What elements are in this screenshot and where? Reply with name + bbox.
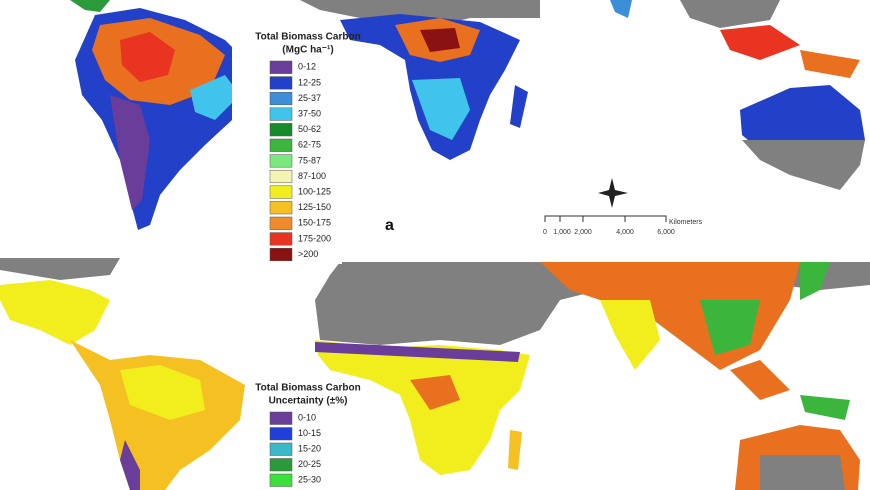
scale-tick-label: 0: [543, 229, 547, 236]
legend-swatch: [269, 411, 293, 425]
legend-label: 100-125: [298, 186, 331, 196]
legend-swatch: [269, 76, 293, 90]
legend-label: 12-25: [298, 77, 321, 87]
legend-swatch: [269, 169, 293, 184]
legend-label: 62-75: [298, 140, 321, 150]
legend-swatch: [269, 185, 293, 199]
scale-bar: [544, 215, 667, 222]
panel-label: a: [385, 217, 394, 234]
legend-swatch: [269, 123, 293, 137]
legend-label: 150-175: [298, 218, 331, 228]
legend-swatch: [269, 60, 293, 74]
legend-label: 50-62: [298, 124, 321, 134]
legend-swatch: [269, 107, 293, 121]
legend-label: 37-50: [298, 108, 321, 118]
scale-ticks: 0 1,000 2,000 4,000 6,000: [543, 229, 675, 236]
legend-label: 175-200: [298, 233, 331, 243]
legend-label: 10-15: [298, 428, 321, 438]
legend: Total Biomass Carbon Uncertainty (±%) 0-10…: [255, 380, 361, 490]
legend-unit: (MgC ha⁻¹): [282, 45, 333, 56]
legend-swatch: [269, 473, 293, 487]
legend-swatch: [269, 154, 293, 168]
map-a: [70, 0, 865, 237]
legend-label: 20-25: [298, 459, 321, 469]
scale-tick-label: 6,000: [657, 229, 675, 236]
legend-label: >200: [298, 249, 318, 259]
legend-label: 125-150: [298, 202, 331, 212]
scale-tick-label: 2,000: [574, 229, 592, 236]
map-b: [0, 258, 870, 490]
legend-swatch: [269, 427, 293, 441]
legend-label: 15-20: [298, 444, 321, 454]
legend-label: 75-87: [298, 155, 321, 165]
legend-swatch: [269, 201, 293, 215]
scale-unit: Kilometers: [669, 219, 703, 226]
legend-swatch: [269, 91, 293, 106]
scale-box: [532, 162, 702, 237]
legend-swatch: [269, 138, 293, 152]
legend-label: 25-30: [298, 475, 321, 485]
legend: Total Biomass Carbon (MgC ha⁻¹) 0-12 12-25 2…: [232, 28, 361, 264]
legend-swatch: [269, 442, 293, 456]
legend-title: Total Biomass Carbon: [255, 32, 360, 43]
legend-swatch: [269, 458, 293, 472]
legend-label: 87-100: [298, 171, 326, 181]
legend-label: 0-10: [298, 413, 316, 423]
legend-swatch: [269, 216, 293, 230]
legend-swatch: [269, 247, 293, 262]
scale-tick-label: 1,000: [553, 229, 571, 236]
legend-title: Total Biomass Carbon: [255, 383, 360, 394]
legend-label: 0-12: [298, 62, 316, 72]
scale-tick-label: 4,000: [616, 229, 634, 236]
legend-swatch: [269, 232, 293, 246]
north-arrow: [598, 178, 628, 208]
legend-unit: Uncertainty (±%): [269, 396, 348, 407]
legend-label: 25-37: [298, 93, 321, 103]
